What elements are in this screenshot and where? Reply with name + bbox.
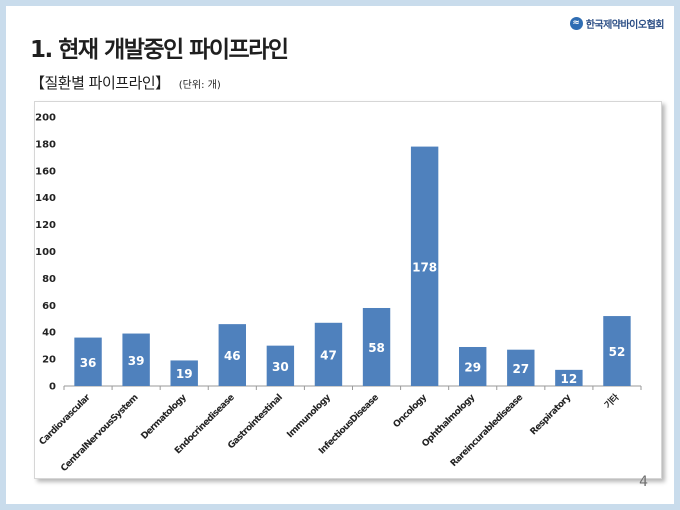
chart-area: 0 20 40 60 80 100 120 140 160 180 200 36 Cardiovascu… bbox=[34, 101, 662, 479]
bar bbox=[362, 307, 391, 386]
y-tick-label: 20 bbox=[42, 355, 56, 366]
x-tick-label: Dermatology bbox=[140, 393, 189, 442]
page-number: 4 bbox=[639, 474, 648, 490]
data-label: 58 bbox=[368, 341, 385, 355]
unit-text: (단위: 개) bbox=[178, 80, 221, 91]
data-label: 36 bbox=[80, 356, 97, 370]
data-label: 39 bbox=[128, 354, 145, 368]
bar bbox=[507, 349, 535, 386]
bar bbox=[459, 346, 487, 386]
x-tick-label: Cardiovascular bbox=[38, 392, 93, 447]
data-label: 52 bbox=[609, 345, 626, 359]
data-label: 29 bbox=[464, 360, 481, 374]
x-tick-label: Oncology bbox=[392, 393, 430, 431]
y-tick-label: 200 bbox=[35, 113, 56, 124]
bar bbox=[74, 337, 102, 386]
y-tick-label: 0 bbox=[49, 382, 56, 393]
bar bbox=[555, 369, 583, 386]
x-tick-label: CentralNervousSystem bbox=[59, 393, 140, 474]
y-tick-label: 60 bbox=[42, 301, 56, 312]
y-tick-label: 160 bbox=[35, 166, 56, 177]
x-tick-label: Immunology bbox=[285, 393, 333, 441]
bar bbox=[218, 324, 246, 386]
y-tick-label: 140 bbox=[35, 193, 56, 204]
bar bbox=[410, 146, 439, 386]
logo-text: 한국제약바이오협회 bbox=[585, 20, 665, 31]
y-tick-label: 120 bbox=[35, 220, 56, 231]
bar bbox=[266, 345, 295, 386]
bar bbox=[603, 316, 631, 386]
y-tick-label: 40 bbox=[42, 328, 56, 339]
data-label: 178 bbox=[412, 260, 437, 274]
y-tick-label: 100 bbox=[35, 247, 56, 258]
organization-logo: ≈ 한국제약바이오협회 bbox=[569, 16, 665, 31]
chart-subtitle: 【질환별 파이프라인】 (단위: 개) bbox=[30, 72, 221, 93]
data-label: 30 bbox=[272, 360, 289, 374]
slide: 1. 현재 개발중인 파이프라인 ≈ 한국제약바이오협회 【질환별 파이프라인】… bbox=[6, 6, 674, 504]
x-tick-label: 기타 bbox=[602, 391, 622, 411]
data-label: 19 bbox=[176, 367, 193, 381]
subtitle-text: 【질환별 파이프라인】 bbox=[30, 74, 170, 92]
data-label: 12 bbox=[561, 372, 578, 386]
y-tick-label: 80 bbox=[42, 274, 56, 285]
data-label: 46 bbox=[224, 349, 241, 363]
y-tick-label: 180 bbox=[35, 139, 56, 150]
bar bbox=[314, 322, 343, 386]
page-title: 1. 현재 개발중인 파이프라인 bbox=[30, 37, 289, 63]
bar-chart: 0 20 40 60 80 100 120 140 160 180 200 36 Cardiovascu… bbox=[35, 113, 642, 474]
data-label: 27 bbox=[512, 362, 529, 376]
data-label: 47 bbox=[320, 348, 337, 362]
x-tick-label: Respiratory bbox=[529, 393, 574, 438]
bar bbox=[122, 333, 150, 386]
kpbma-logo-icon: ≈ bbox=[569, 17, 583, 30]
bar bbox=[170, 360, 198, 386]
